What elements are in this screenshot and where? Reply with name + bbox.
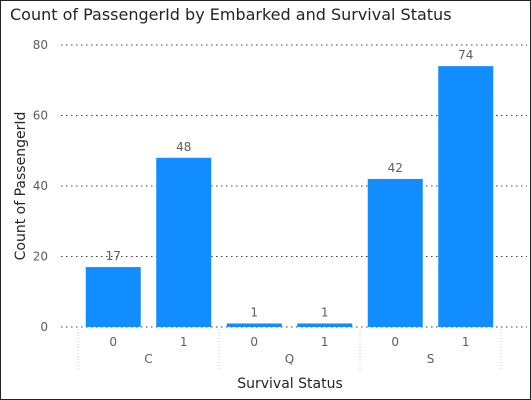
x-tick-label-C-1: 1 (180, 335, 188, 349)
x-group-label-S: S (427, 352, 435, 366)
data-label-Q-0: 1 (250, 305, 258, 319)
x-group-label-Q: Q (285, 352, 294, 366)
y-tick-label-40: 40 (33, 179, 48, 193)
y-axis-ticks: 0 20 40 60 80 (33, 38, 48, 334)
x-tick-label-Q-0: 0 (250, 335, 258, 349)
x-tick-label-S-1: 1 (462, 335, 470, 349)
x-tick-label-C-0: 0 (109, 335, 117, 349)
y-tick-label-20: 20 (33, 250, 48, 264)
y-tick-label-60: 60 (33, 109, 48, 123)
bar-Q-0 (226, 323, 282, 327)
data-label-S-0: 42 (388, 161, 403, 175)
y-axis-title: Count of PassengerId (13, 112, 29, 261)
bar-C-1 (156, 157, 212, 327)
data-label-S-1: 74 (458, 48, 473, 62)
bars: 17 48 1 1 42 74 (85, 48, 494, 328)
x-axis-title: Survival Status (237, 376, 343, 392)
x-axis: 0 1 C 0 1 Q 0 1 S (77, 329, 502, 371)
x-tick-label-Q-1: 1 (321, 335, 329, 349)
bar-Q-1 (297, 323, 353, 327)
data-label-C-0: 17 (106, 249, 121, 263)
y-tick-label-0: 0 (40, 320, 48, 334)
bar-S-0 (367, 178, 423, 327)
bar-C-0 (85, 267, 141, 327)
data-label-Q-1: 1 (321, 305, 329, 319)
chart-title: Count of PassengerId by Embarked and Sur… (10, 5, 452, 24)
x-tick-label-S-0: 0 (391, 335, 399, 349)
bar-S-1 (438, 66, 494, 328)
data-label-C-1: 48 (176, 140, 191, 154)
x-group-label-C: C (144, 352, 152, 366)
y-tick-label-80: 80 (33, 38, 48, 52)
